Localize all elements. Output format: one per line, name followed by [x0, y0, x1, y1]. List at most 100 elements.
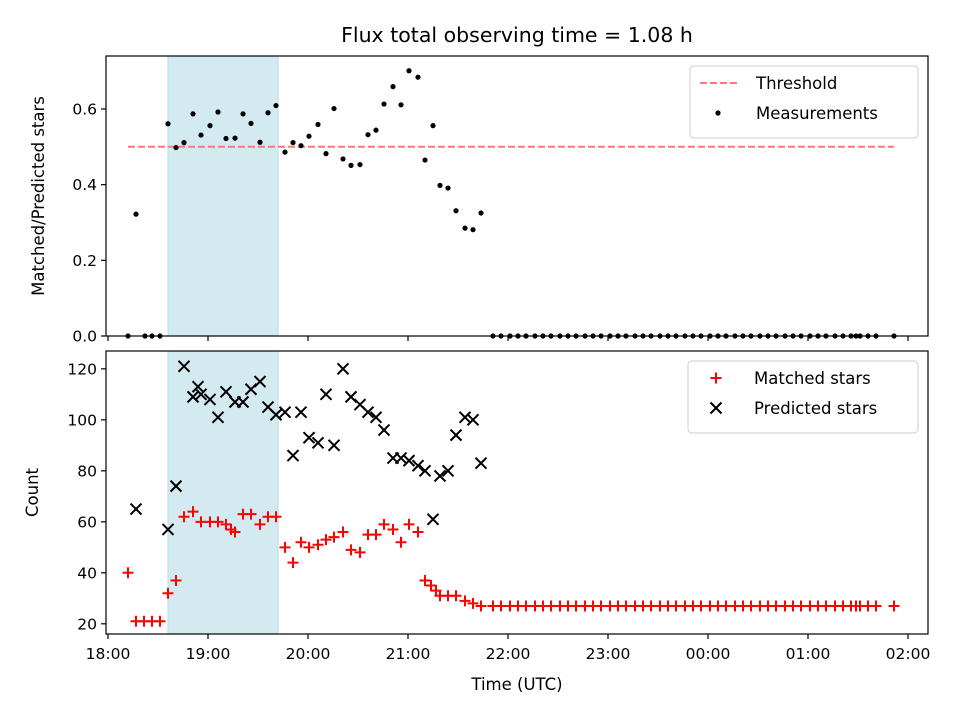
data-point	[331, 105, 337, 112]
data-point	[248, 120, 254, 126]
y-tick-label: 100	[67, 411, 97, 429]
legend-marker	[709, 401, 723, 415]
data-point	[327, 439, 341, 452]
data-point	[290, 140, 296, 146]
data-point	[888, 600, 900, 612]
data-point	[365, 132, 371, 138]
data-point	[278, 405, 292, 419]
data-point	[194, 388, 208, 401]
data-point	[418, 464, 432, 478]
data-point	[282, 149, 288, 155]
data-point	[381, 101, 387, 107]
legend-label: Matched stars	[754, 369, 871, 388]
data-point	[173, 144, 179, 151]
data-point	[411, 459, 425, 472]
data-point	[394, 451, 408, 465]
legend-box	[689, 65, 919, 139]
data-point	[294, 405, 308, 419]
data-point	[232, 135, 238, 141]
legend-box	[687, 360, 919, 434]
x-tick-label: 01:00	[786, 645, 831, 663]
data-point	[340, 156, 346, 162]
data-point	[373, 127, 379, 133]
legend-label: Predicted stars	[754, 399, 877, 418]
x-tick-label: 20:00	[286, 645, 331, 663]
data-point	[402, 454, 416, 467]
data-point	[466, 413, 480, 427]
legend: Threshold Measurements	[689, 65, 919, 139]
data-point	[302, 431, 316, 444]
data-point	[312, 539, 324, 551]
data-point	[287, 557, 299, 569]
data-point	[459, 595, 471, 607]
x-axis-label: Time (UTC)	[470, 675, 562, 694]
data-point	[154, 615, 166, 627]
x-tick-label: 02:00	[886, 645, 931, 663]
y-tick-label: 60	[77, 513, 97, 531]
x-tick-label: 22:00	[486, 645, 531, 663]
y-tick-label: 120	[67, 360, 97, 378]
data-point	[177, 360, 191, 373]
data-point	[303, 541, 315, 553]
data-point	[133, 211, 139, 217]
data-point	[122, 567, 134, 579]
data-point	[306, 133, 312, 139]
y-tick-label: 0.4	[72, 176, 97, 194]
data-point	[191, 380, 205, 393]
data-point	[453, 208, 459, 214]
data-point	[170, 574, 182, 586]
y-tick-label: 80	[77, 462, 97, 480]
data-point	[129, 502, 143, 516]
data-point	[406, 68, 412, 74]
data-point	[390, 84, 396, 90]
data-point	[245, 508, 257, 520]
legend-label: Threshold	[755, 74, 837, 93]
axes-frame	[105, 350, 929, 635]
data-point	[279, 541, 291, 553]
y-tick-label: 0.0	[72, 328, 97, 346]
data-point	[253, 375, 267, 388]
data-point	[236, 395, 250, 409]
data-point	[475, 600, 487, 612]
data-point	[450, 590, 462, 602]
data-point	[398, 102, 404, 108]
y-axis-label: Count	[23, 467, 42, 517]
data-point	[361, 405, 375, 419]
data-point	[286, 449, 300, 462]
data-point	[357, 161, 363, 168]
data-point	[162, 587, 174, 599]
data-point	[215, 109, 221, 115]
y-tick-label: 0.2	[72, 252, 97, 270]
data-point	[257, 139, 263, 145]
y-tick-label: 40	[77, 564, 97, 582]
data-point	[462, 225, 468, 231]
data-point	[165, 121, 171, 127]
data-point	[467, 597, 479, 609]
data-point	[211, 411, 225, 424]
data-point	[212, 516, 224, 528]
data-point	[337, 526, 349, 538]
data-point	[870, 600, 882, 612]
data-point	[378, 518, 390, 530]
observing-window-shade	[167, 350, 279, 635]
data-point	[422, 157, 428, 163]
legend-label: Measurements	[756, 104, 878, 123]
data-point	[323, 151, 329, 157]
data-point	[190, 111, 196, 117]
data-point	[320, 534, 332, 546]
axes-frame	[105, 55, 929, 337]
data-point	[269, 408, 283, 421]
data-point	[419, 574, 431, 586]
data-point	[270, 511, 282, 523]
count-panel: 20 40 60 80 100 120 Count 18:00 19:00 20:00 21:00 2…	[23, 350, 931, 663]
data-point	[395, 536, 407, 548]
data-point	[254, 518, 266, 530]
data-point	[403, 518, 415, 530]
data-point	[369, 411, 383, 424]
data-point	[178, 511, 190, 523]
data-point	[169, 479, 183, 493]
data-point	[186, 390, 200, 404]
data-point	[449, 428, 463, 442]
chart-title: Flux total observing time = 1.08 h	[341, 23, 693, 47]
